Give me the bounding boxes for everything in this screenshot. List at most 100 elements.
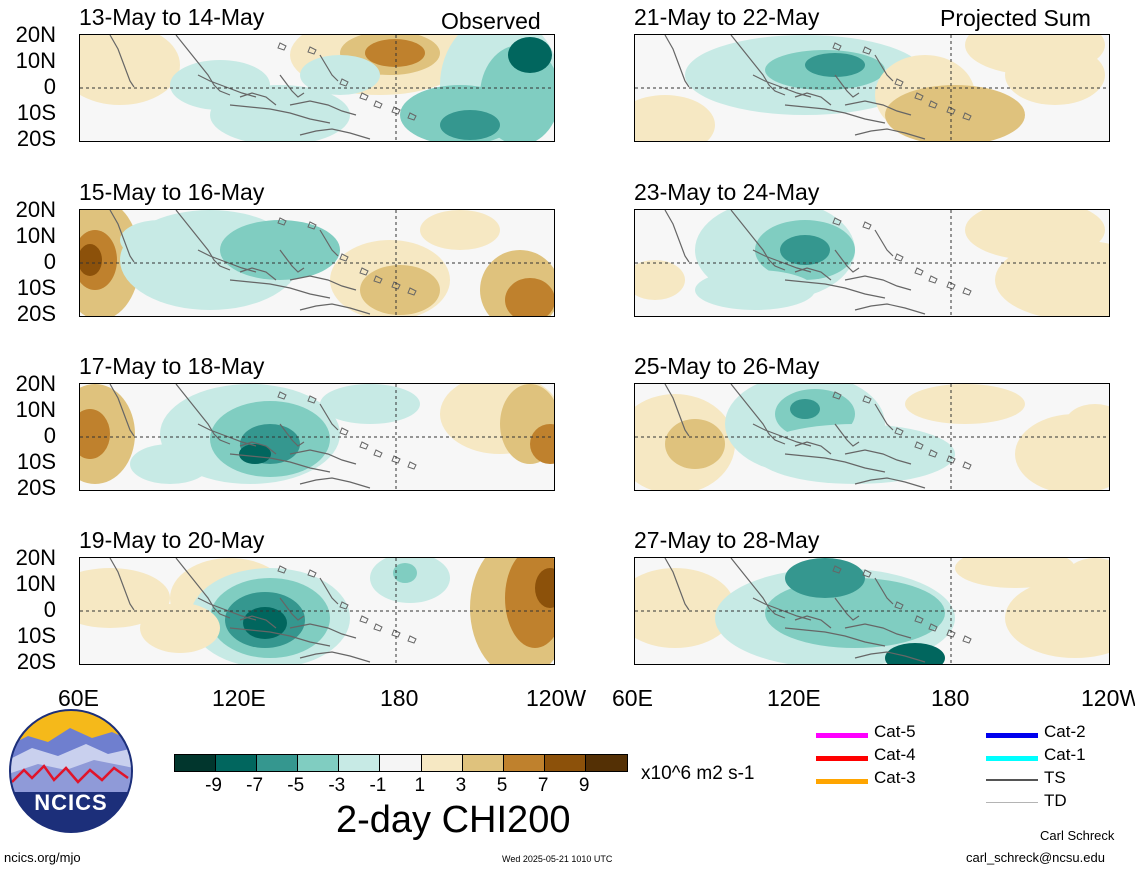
island-outline (946, 629, 956, 638)
anomaly-contour (695, 270, 815, 310)
anomaly-contour (635, 260, 685, 300)
colorbar-tick-label: -7 (246, 775, 264, 796)
anomaly-contour (239, 444, 271, 464)
island-outline (339, 427, 349, 436)
legend-label-cat-5: Cat-5 (874, 722, 916, 741)
colorbar-swatch (175, 755, 217, 771)
colorbar-title: 2-day CHI200 (336, 799, 571, 841)
lat-label: 0 (43, 249, 56, 274)
colorbar-tick-label: 9 (578, 775, 590, 796)
colorbar-tick-label: -3 (328, 775, 346, 796)
colorbar-swatch (421, 755, 463, 771)
island-outline (862, 221, 872, 230)
logo-text: NCICS (34, 790, 108, 815)
coastline (289, 623, 357, 639)
panel-title-5: 21-May to 22-May (634, 4, 820, 30)
colorbar-swatch (216, 755, 258, 771)
panel-title-3: 17-May to 18-May (79, 353, 265, 379)
colorbar-tick-label: 3 (455, 775, 467, 796)
colorbar (174, 754, 628, 772)
map-panel-8 (634, 557, 1110, 665)
legend-label-cat-4: Cat-4 (874, 745, 916, 764)
colorbar-tick-label: 7 (537, 775, 549, 796)
island-outline (862, 46, 872, 55)
legend-line-ts (986, 779, 1038, 781)
coastline (664, 210, 690, 263)
coastline (289, 449, 357, 465)
footer-email[interactable]: carl_schreck@ncsu.edu (966, 850, 1105, 865)
footer-author: Carl Schreck (1040, 828, 1115, 843)
anomaly-contour (80, 244, 102, 276)
footer-url[interactable]: ncics.org/mjo (4, 850, 81, 865)
panel-title-4: 19-May to 20-May (79, 527, 265, 553)
lat-label: 20S (16, 126, 56, 151)
coastline (299, 651, 371, 663)
colorbar-swatch (503, 755, 545, 771)
island-outline (832, 217, 842, 226)
anomaly-contour (365, 39, 425, 67)
coastline (279, 597, 305, 621)
lon-label-120e-left: 120E (212, 685, 266, 711)
coastline (844, 449, 912, 465)
island-outline (307, 569, 317, 578)
island-outline (962, 112, 972, 121)
island-outline (862, 569, 872, 578)
coastline (784, 104, 886, 124)
footer-timestamp: Wed 2025-05-21 1010 UTC (502, 854, 613, 864)
island-outline (339, 601, 349, 610)
coastline (175, 210, 231, 271)
lon-label-180-right: 180 (931, 685, 970, 711)
coastline (664, 558, 690, 611)
map-panel-5 (634, 34, 1110, 142)
island-outline (946, 106, 956, 115)
lat-label: 10S (16, 449, 56, 474)
lat-label: 10S (16, 623, 56, 648)
island-outline (339, 78, 349, 87)
anomaly-contour (120, 220, 200, 260)
anomaly-contour (885, 643, 945, 664)
island-outline (962, 287, 972, 296)
island-outline (307, 395, 317, 404)
island-outline (928, 275, 938, 284)
lat-label: 20N (15, 22, 56, 47)
lat-label: 10N (15, 397, 56, 422)
lon-label-60e-right: 60E (612, 685, 653, 711)
island-outline (373, 275, 383, 284)
lon-label-60e-left: 60E (58, 685, 99, 711)
coastline (279, 423, 305, 447)
anomaly-contour (1005, 578, 1109, 658)
island-outline (962, 635, 972, 644)
panel-title-8: 27-May to 28-May (634, 527, 820, 553)
coastline (730, 35, 786, 96)
island-outline (339, 253, 349, 262)
anomaly-contour (665, 419, 725, 469)
anomaly-contour (785, 558, 865, 598)
map-panel-3 (79, 383, 555, 491)
lat-label: 20S (16, 475, 56, 500)
lon-label-180-left: 180 (380, 685, 419, 711)
anomaly-contour (393, 563, 417, 583)
colorbar-swatch (257, 755, 299, 771)
anomaly-contour (300, 55, 380, 95)
legend-line-cat-5 (816, 733, 868, 738)
colorbar-units: x10^6 m2 s-1 (641, 763, 755, 784)
colorbar-swatch (544, 755, 586, 771)
lat-label: 20S (16, 301, 56, 326)
anomaly-contour (995, 240, 1109, 316)
anomaly-contour (80, 409, 110, 459)
island-outline (928, 623, 938, 632)
island-outline (359, 92, 369, 101)
map-panel-6 (634, 209, 1110, 317)
coastline (239, 441, 277, 455)
coastline (229, 627, 331, 647)
coastline (834, 597, 860, 621)
lat-label: 10N (15, 223, 56, 248)
anomaly-contour (440, 110, 500, 140)
island-outline (894, 601, 904, 610)
coastline (299, 128, 371, 140)
legend-label-cat-2: Cat-2 (1044, 722, 1086, 741)
legend-line-cat-1 (986, 756, 1038, 761)
lat-label: 20S (16, 649, 56, 674)
colorbar-swatch (380, 755, 422, 771)
colorbar-tick-label: 1 (414, 775, 426, 796)
